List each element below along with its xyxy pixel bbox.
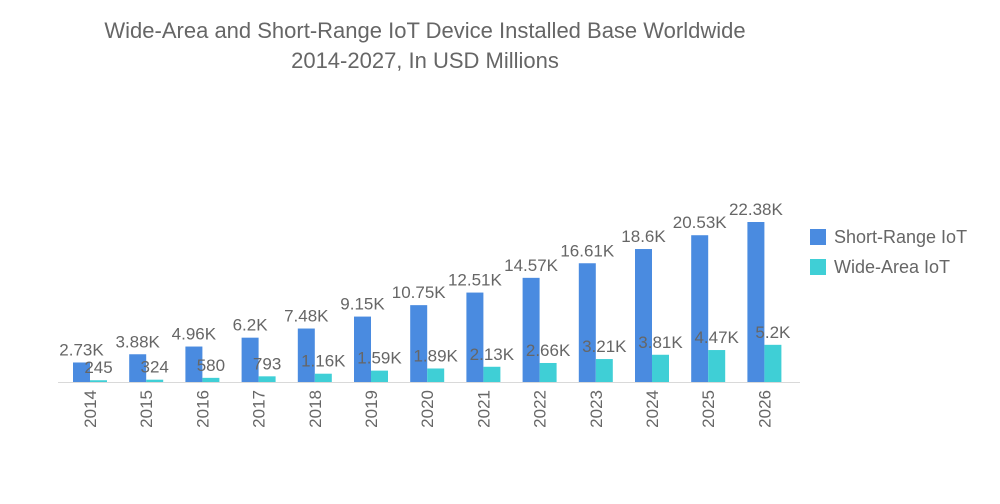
bar-short-range-2018 [297, 328, 315, 382]
bar-wide-area-2026 [764, 344, 782, 382]
bar-short-range-2025 [691, 235, 709, 382]
legend-item-wide-area: Wide-Area IoT [810, 252, 967, 282]
legend-label-short-range: Short-Range IoT [834, 226, 968, 247]
data-label-short-range-2015: 3.88K [115, 332, 160, 351]
data-label-wide-area-2017: 793 [253, 354, 281, 373]
data-label-short-range-2018: 7.48K [284, 307, 329, 326]
data-label-wide-area-2016: 580 [197, 356, 225, 375]
data-label-short-range-2020: 10.75K [392, 283, 447, 302]
bar-short-range-2023 [578, 263, 596, 382]
x-tick-label-2015: 2015 [137, 390, 156, 428]
bar-short-range-2022 [522, 277, 540, 382]
x-tick-label-2021: 2021 [474, 390, 493, 428]
data-label-short-range-2016: 4.96K [172, 325, 217, 344]
data-label-wide-area-2015: 324 [141, 358, 169, 377]
data-label-wide-area-2014: 245 [84, 358, 112, 377]
bar-short-range-2019 [354, 316, 371, 382]
bar-short-range-2021 [466, 292, 484, 382]
bar-short-range-2024 [635, 249, 652, 382]
data-label-short-range-2025: 20.53K [673, 213, 728, 232]
legend-swatch-short-range [810, 229, 826, 245]
bar-wide-area-2023 [595, 359, 613, 382]
x-tick-label-2014: 2014 [81, 390, 100, 428]
x-tick-label-2024: 2024 [643, 390, 662, 428]
bar-short-range-2020 [410, 305, 428, 382]
legend-label-wide-area: Wide-Area IoT [834, 256, 951, 277]
x-tick-label-2023: 2023 [587, 390, 606, 428]
legend-item-short-range: Short-Range IoT [810, 222, 967, 252]
x-tick-label-2022: 2022 [531, 390, 550, 428]
data-label-wide-area-2020: 1.89K [413, 346, 458, 365]
bar-wide-area-2019 [371, 370, 388, 382]
bar-wide-area-2015 [146, 379, 164, 382]
chart-title: Wide-Area and Short-Range IoT Device Ins… [0, 16, 850, 76]
data-label-short-range-2017: 6.2K [233, 316, 269, 335]
bar-wide-area-2017 [258, 376, 276, 382]
legend-swatch-wide-area [810, 259, 826, 275]
bar-wide-area-2022 [539, 362, 557, 382]
data-label-wide-area-2021: 2.13K [470, 345, 515, 364]
data-label-short-range-2021: 12.51K [448, 271, 503, 290]
x-tick-label-2018: 2018 [306, 390, 325, 428]
data-label-wide-area-2019: 1.59K [357, 349, 402, 368]
x-tick-label-2016: 2016 [193, 390, 212, 428]
bar-wide-area-2024 [652, 354, 669, 382]
data-label-wide-area-2025: 4.47K [694, 328, 739, 347]
x-tick-label-2019: 2019 [362, 390, 381, 428]
bar-short-range-2014 [73, 362, 90, 382]
chart-title-line2: 2014-2027, In USD Millions [291, 48, 559, 73]
bar-wide-area-2021 [483, 366, 501, 382]
bar-wide-area-2018 [314, 373, 332, 382]
data-label-wide-area-2026: 5.2K [755, 323, 791, 342]
data-label-wide-area-2023: 3.21K [582, 337, 627, 356]
x-tick-label-2017: 2017 [250, 390, 269, 428]
bar-wide-area-2020 [427, 368, 445, 382]
data-label-wide-area-2018: 1.16K [301, 352, 346, 371]
x-tick-label-2025: 2025 [699, 390, 718, 428]
data-label-wide-area-2024: 3.81K [638, 333, 683, 352]
bar-short-range-2016 [185, 346, 203, 382]
data-label-wide-area-2022: 2.66K [526, 341, 571, 360]
bar-wide-area-2025 [708, 350, 726, 382]
bar-short-range-2017 [241, 337, 259, 382]
data-label-short-range-2024: 18.6K [621, 227, 666, 246]
bar-wide-area-2014 [90, 380, 107, 382]
data-label-short-range-2026: 22.38K [729, 200, 784, 219]
data-label-short-range-2022: 14.57K [504, 256, 559, 275]
data-label-short-range-2023: 16.61K [560, 241, 615, 260]
x-tick-label-2026: 2026 [755, 390, 774, 428]
bar-short-range-2015 [129, 354, 147, 382]
legend: Short-Range IoT Wide-Area IoT [810, 222, 967, 282]
chart-title-line1: Wide-Area and Short-Range IoT Device Ins… [104, 18, 746, 43]
data-label-short-range-2019: 9.15K [340, 295, 385, 314]
bar-wide-area-2016 [202, 377, 220, 382]
data-label-short-range-2014: 2.73K [59, 340, 104, 359]
x-tick-label-2020: 2020 [418, 390, 437, 428]
bar-short-range-2026 [747, 222, 765, 382]
